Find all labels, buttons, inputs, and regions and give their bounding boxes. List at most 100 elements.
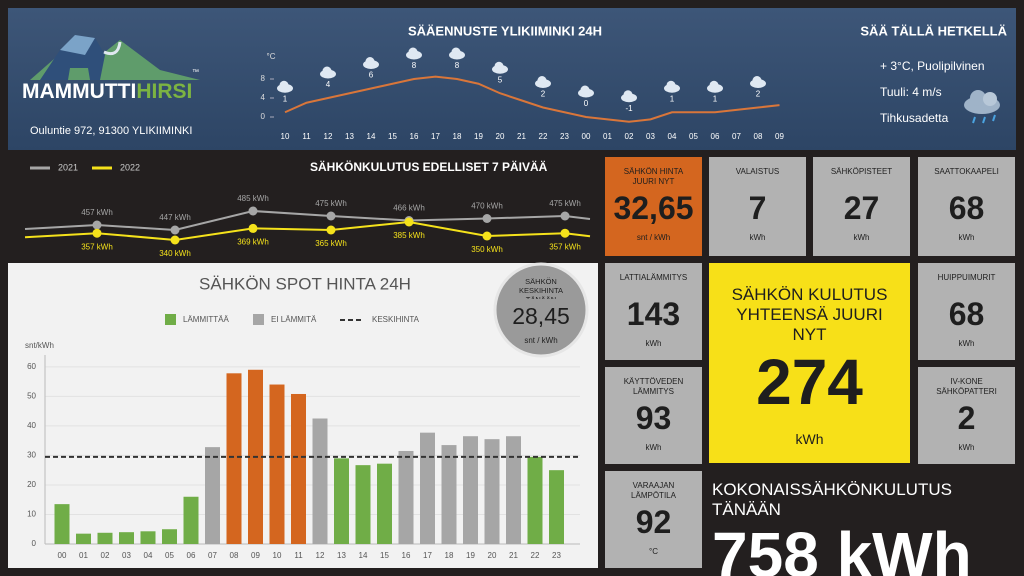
data-label: 466 kWh <box>393 204 425 213</box>
tile-label: SAATTOKAAPELI <box>934 167 999 176</box>
tile: LATTIALÄMMITYS 143 kWh <box>605 263 702 360</box>
x-tick-label: 19 <box>466 551 475 560</box>
tile: SÄHKÖPISTEET 27 kWh <box>813 157 910 256</box>
legend-swatch <box>165 314 176 325</box>
cloud-icon <box>322 66 332 76</box>
y-tick-label: 0 <box>32 539 37 548</box>
average-price-label: SÄHKÖN KESKIHINTA TÄNÄÄN <box>518 277 564 299</box>
y-tick-label: 40 <box>27 421 36 430</box>
tile-unit: kWh <box>645 339 662 348</box>
x-tick-label: 13 <box>345 132 354 141</box>
tile: SAATTOKAAPELI 68 kWh <box>918 157 1015 256</box>
point <box>326 225 336 235</box>
x-tick-label: 14 <box>367 132 376 141</box>
total-value: 758 kWh <box>712 519 972 576</box>
x-tick-label: 19 <box>474 132 483 141</box>
x-tick-label: 01 <box>79 551 88 560</box>
y-tick-label: 4 <box>261 93 266 102</box>
x-tick-label: 18 <box>453 132 462 141</box>
tile-value: 68 <box>948 190 985 226</box>
tile: KÄYTTÖVEDEN LÄMMITYS 93 kWh <box>605 367 702 464</box>
current-weather-title: SÄÄ TÄLLÄ HETKELLÄ <box>860 23 1007 38</box>
y-tick-label: 30 <box>27 451 36 460</box>
x-tick-label: 10 <box>273 551 282 560</box>
forecast-unit: °C <box>267 52 276 61</box>
x-tick-label: 00 <box>58 551 67 560</box>
legend-label: EI LÄMMITÄ <box>271 315 317 324</box>
address: Ouluntie 972, 91300 YLIKIIMINKI <box>30 125 192 137</box>
logo <box>30 35 200 80</box>
data-label: 457 kWh <box>81 208 113 217</box>
x-tick-label: 23 <box>552 551 561 560</box>
cloud-icon <box>279 80 289 90</box>
x-tick-label: 16 <box>402 551 411 560</box>
current-wind: Tuuli: 4 m/s <box>880 85 942 99</box>
x-tick-label: 07 <box>732 132 741 141</box>
data-label: 357 kWh <box>549 242 581 251</box>
x-tick-label: 05 <box>165 551 174 560</box>
x-tick-label: 17 <box>423 551 432 560</box>
data-label: 350 kWh <box>471 245 503 254</box>
y-tick-label: 50 <box>27 391 36 400</box>
data-label: 485 kWh <box>237 194 269 203</box>
tile-unit: snt / kWh <box>636 233 671 242</box>
x-tick-label: 14 <box>359 551 368 560</box>
point <box>326 211 336 221</box>
tile-value: 2 <box>957 400 976 436</box>
logo-main: MAMMUTTI <box>22 80 136 103</box>
x-tick-label: 09 <box>775 132 784 141</box>
x-tick-label: 11 <box>294 551 303 560</box>
x-tick-label: 15 <box>380 551 389 560</box>
bar <box>334 458 349 544</box>
x-tick-label: 15 <box>388 132 397 141</box>
cloud-icon <box>752 76 762 85</box>
bar <box>506 436 521 544</box>
cloud-icon <box>666 80 676 90</box>
bar <box>484 439 500 544</box>
data-label: -1 <box>625 104 633 113</box>
cloud-icon <box>365 57 375 66</box>
tile: IV-KONE SÄHKÖPATTERI 2 kWh <box>918 367 1015 464</box>
data-label: 385 kWh <box>393 231 425 240</box>
x-tick-label: 22 <box>531 551 540 560</box>
bar <box>398 450 414 544</box>
point <box>92 228 102 238</box>
x-tick-label: 03 <box>646 132 655 141</box>
legend-label: LÄMMITTÄÄ <box>183 315 229 324</box>
bar <box>183 496 199 544</box>
line-extension <box>24 224 98 230</box>
legend-label: 2022 <box>120 162 140 172</box>
x-tick-label: 03 <box>122 551 131 560</box>
tile-unit: kWh <box>749 233 766 242</box>
tile-label: HUIPPUIMURIT <box>937 273 996 282</box>
bar <box>97 532 113 544</box>
tile-label: LATTIALÄMMITYS <box>619 273 688 282</box>
bar <box>377 463 392 544</box>
x-tick-label: 04 <box>668 132 677 141</box>
total-today: KOKONAISSÄHKÖNKULUTUS TÄNÄÄN 758 kWh <box>712 480 1024 576</box>
bar <box>76 533 91 544</box>
cloud-icon <box>494 61 504 71</box>
temperature-line <box>284 75 780 123</box>
x-tick-label: 06 <box>187 551 196 560</box>
tile-value: 32,65 <box>613 190 694 226</box>
line-extension <box>24 232 98 239</box>
bar <box>463 436 478 544</box>
data-label: 369 kWh <box>237 238 269 247</box>
point <box>482 231 492 241</box>
x-tick-label: 08 <box>754 132 763 141</box>
point <box>170 225 180 235</box>
data-label: 0 <box>584 99 589 108</box>
tile-value: 274 <box>756 346 863 418</box>
data-label: 2 <box>756 90 761 99</box>
data-label: 1 <box>670 94 675 103</box>
cloud-icon <box>408 47 418 57</box>
x-tick-label: 06 <box>711 132 720 141</box>
y-axis-label: snt/kWh <box>25 341 54 350</box>
x-tick-label: 04 <box>144 551 153 560</box>
data-label: 357 kWh <box>81 242 113 251</box>
x-tick-label: 02 <box>625 132 634 141</box>
bar <box>226 373 242 544</box>
tile-unit: kWh <box>795 431 824 447</box>
data-label: 2 <box>541 90 546 99</box>
